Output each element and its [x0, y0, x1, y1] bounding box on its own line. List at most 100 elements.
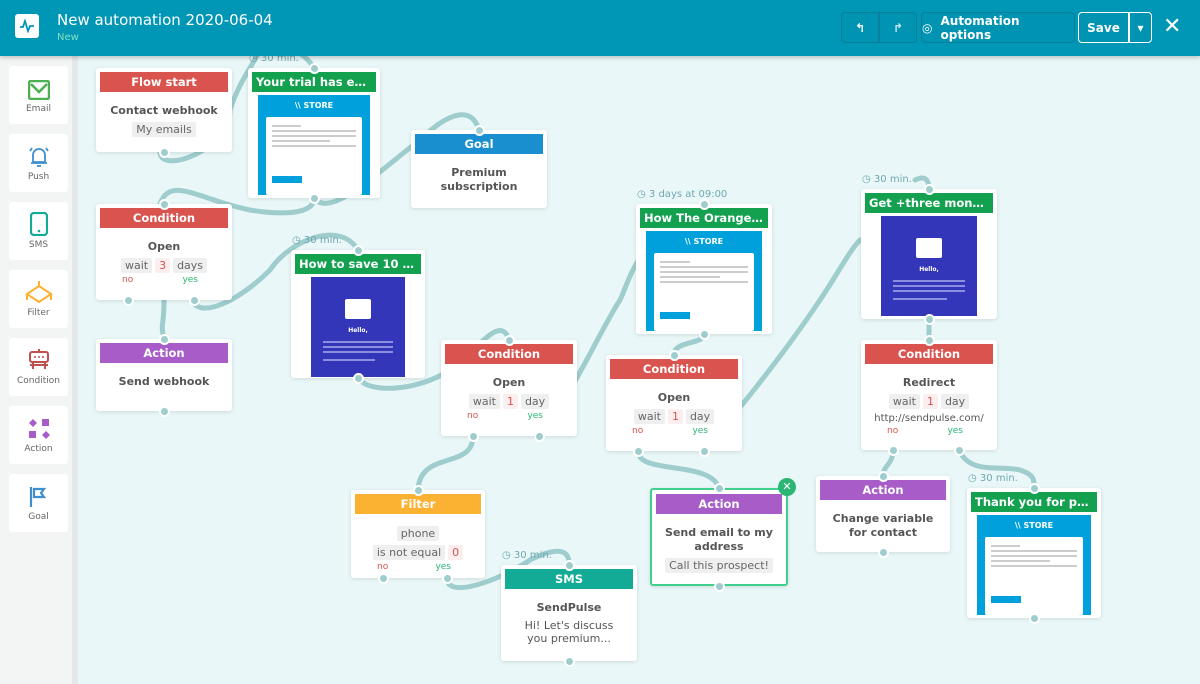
palette-item-goal[interactable]: Goal [9, 474, 68, 532]
connection-port[interactable] [412, 484, 424, 496]
connection-line [157, 187, 317, 216]
connection-port[interactable] [953, 444, 965, 456]
start-node[interactable]: Flow start Contact webhook My emails [96, 68, 232, 152]
automation-title[interactable]: New automation 2020-06-04 [57, 11, 273, 29]
connection-port[interactable] [441, 572, 453, 584]
condition-node[interactable]: Condition Redirect wait 1 day http://sendpuls… [861, 340, 997, 450]
action-node[interactable]: Action Send webhook [96, 339, 232, 411]
no-branch-label: no [377, 562, 389, 572]
connection-port[interactable] [563, 655, 575, 667]
connection-port[interactable] [563, 559, 575, 571]
connection-port[interactable] [923, 183, 935, 195]
email-preview: Hello, [311, 277, 405, 377]
condition-node[interactable]: Condition Open wait 1 day no yes [606, 355, 742, 451]
delay-timer[interactable]: ◷ 30 min. [249, 53, 299, 64]
palette-item-email[interactable]: Email [9, 66, 68, 124]
connection-line [415, 433, 476, 493]
connection-port[interactable] [713, 482, 725, 494]
connection-port[interactable] [352, 372, 364, 384]
delay-timer[interactable]: ◷ 3 days at 09:00 [637, 189, 727, 200]
delay-label: 30 min. [303, 235, 342, 246]
param-chip: wait [888, 394, 920, 409]
email-node[interactable]: Thank you for purcha... \\ STORE [967, 488, 1101, 618]
email-node[interactable]: Your trial has expired \\ STORE [248, 68, 380, 198]
clock-icon: ◷ [249, 53, 258, 64]
connection-port[interactable] [698, 328, 710, 340]
connection-port[interactable] [158, 198, 170, 210]
connection-line [956, 447, 1037, 491]
param-chip: My emails [132, 122, 196, 137]
connection-port[interactable] [377, 572, 389, 584]
undo-icon: ↰ [854, 20, 866, 35]
save-button[interactable]: Save [1078, 12, 1129, 43]
node-header: Condition [445, 344, 573, 364]
app-logo-icon[interactable] [15, 14, 39, 38]
palette-item-sms[interactable]: SMS [9, 202, 68, 260]
connection-port[interactable] [698, 445, 710, 457]
connection-port[interactable] [887, 444, 899, 456]
connection-port[interactable] [473, 124, 485, 136]
node-header: Goal [415, 134, 543, 154]
connection-port[interactable] [158, 333, 170, 345]
connection-port[interactable] [698, 198, 710, 210]
connection-port[interactable] [352, 244, 364, 256]
redo-button[interactable]: ↱ [879, 12, 917, 43]
email-node[interactable]: How The Orange incr... \\ STORE [636, 204, 772, 334]
delete-node-button[interactable]: ✕ [778, 478, 796, 496]
param-chip: wait [120, 258, 153, 273]
palette-item-push[interactable]: Push [9, 134, 68, 192]
condition-node[interactable]: Condition Open wait 3 days no yes [96, 204, 232, 300]
delay-label: 30 min. [979, 473, 1018, 484]
connection-port[interactable] [188, 294, 200, 306]
value-chip: 1 [502, 394, 518, 409]
palette-item-condition[interactable]: Condition [9, 338, 68, 396]
delay-label: 30 min. [873, 174, 912, 185]
connection-port[interactable] [1028, 612, 1040, 624]
undo-button[interactable]: ↰ [841, 12, 879, 43]
filter-node[interactable]: Filter phone is not equal 0 no yes [351, 490, 485, 578]
connection-port[interactable] [877, 470, 889, 482]
delay-timer[interactable]: ◷ 30 min. [502, 550, 552, 561]
delay-timer[interactable]: ◷ 30 min. [862, 174, 912, 185]
connection-port[interactable] [877, 546, 889, 558]
connection-port[interactable] [158, 146, 170, 158]
save-dropdown-button[interactable]: ▾ [1129, 12, 1152, 43]
action-node[interactable]: Action Change variable for contact [816, 476, 950, 552]
connection-port[interactable] [632, 445, 644, 457]
palette-item-filter[interactable]: Filter [9, 270, 68, 328]
connection-port[interactable] [923, 313, 935, 325]
goal-node[interactable]: Goal Premium subscription [411, 130, 547, 208]
connection-port[interactable] [668, 349, 680, 361]
node-header: Action [100, 343, 228, 363]
clock-icon: ◷ [637, 189, 646, 200]
automation-options-button[interactable]: ◎ Automation options [921, 12, 1075, 43]
node-header: How to save 10 hour... [295, 254, 421, 274]
node-title: Open [657, 391, 691, 404]
connection-port[interactable] [467, 430, 479, 442]
connection-port[interactable] [533, 430, 545, 442]
action-node[interactable]: Action Send email to my address Call this … [650, 488, 788, 586]
delay-timer[interactable]: ◷ 30 min. [292, 235, 342, 246]
connection-port[interactable] [923, 334, 935, 346]
connection-line [444, 548, 572, 590]
connection-port[interactable] [122, 294, 134, 306]
connection-port[interactable] [1028, 482, 1040, 494]
top-bar: New automation 2020-06-04 New ↰ ↱ ◎ Autom… [0, 0, 1200, 56]
connection-port[interactable] [308, 62, 320, 74]
palette-item-label: Filter [27, 308, 50, 318]
connection-port[interactable] [713, 580, 725, 592]
condition-node[interactable]: Condition Open wait 1 day no yes [441, 340, 577, 436]
connection-port[interactable] [503, 334, 515, 346]
email-node[interactable]: Get +three month for... Hello, [861, 189, 997, 319]
delay-timer[interactable]: ◷ 30 min. [968, 473, 1018, 484]
param-chip: phone [396, 526, 440, 541]
palette-item-action[interactable]: Action [9, 406, 68, 464]
sms-node[interactable]: SMS SendPulse Hi! Let's discuss you premiu… [501, 565, 637, 661]
yes-branch-label: yes [182, 275, 198, 285]
caret-down-icon: ▾ [1137, 20, 1144, 35]
close-icon[interactable]: ✕ [1163, 14, 1182, 39]
connection-port[interactable] [158, 405, 170, 417]
email-node[interactable]: How to save 10 hour... Hello, [291, 250, 425, 378]
delay-label: 3 days at 09:00 [648, 189, 728, 200]
connection-port[interactable] [308, 192, 320, 204]
